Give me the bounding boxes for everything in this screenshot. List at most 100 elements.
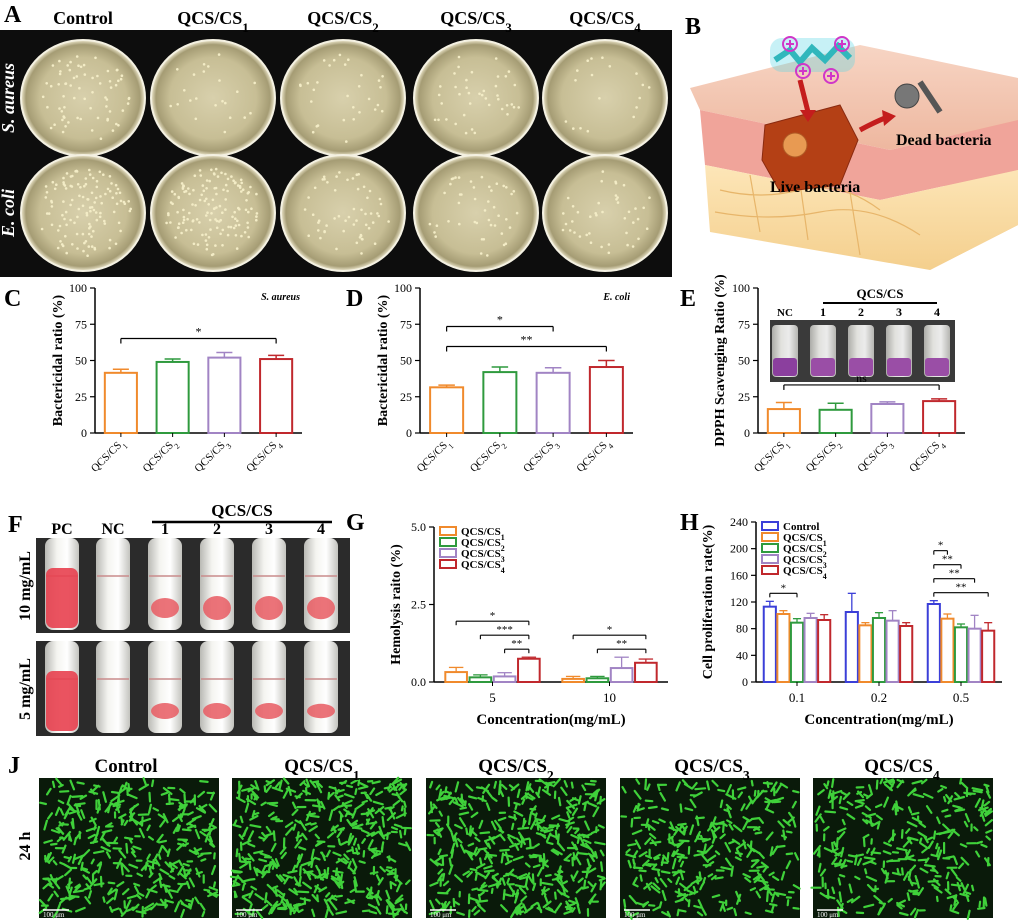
colony <box>85 211 89 215</box>
live-cells <box>426 778 606 919</box>
colony <box>205 247 209 251</box>
colony <box>512 190 516 193</box>
bar <box>803 617 818 683</box>
colony <box>360 252 363 255</box>
panel-f-tube-label: PC <box>51 521 72 538</box>
colony <box>182 208 185 212</box>
colony <box>88 168 91 172</box>
colony <box>369 212 373 215</box>
colony <box>631 245 635 248</box>
colony <box>221 228 225 232</box>
colony <box>206 211 209 214</box>
colony <box>185 228 188 232</box>
colony <box>173 192 177 196</box>
colony <box>224 101 227 105</box>
colony <box>221 99 224 103</box>
colony <box>232 226 236 230</box>
panel-letter: G <box>346 510 365 536</box>
colony <box>623 217 627 220</box>
bar <box>817 619 832 683</box>
colony <box>494 84 498 88</box>
test-tube <box>304 641 338 733</box>
tube-blood <box>46 671 78 731</box>
colony <box>200 193 203 197</box>
colony <box>367 226 371 230</box>
colony <box>246 226 250 229</box>
inset-tube-solution <box>811 358 835 376</box>
y-tick-label: 25 <box>400 390 412 404</box>
y-tick-label: 25 <box>738 390 750 404</box>
significance-marks: ******** <box>769 540 989 598</box>
colony <box>182 215 186 219</box>
colony <box>85 213 89 217</box>
colony <box>69 218 72 222</box>
colony <box>435 224 439 227</box>
x-tick-label: QCS/CS1 <box>415 437 456 478</box>
colony <box>79 117 82 121</box>
panel-j-letter: J <box>8 753 20 779</box>
cell-marks <box>229 776 412 919</box>
colony <box>307 234 311 237</box>
colony <box>210 212 213 215</box>
colony <box>479 252 483 255</box>
panel-f-photo-top <box>36 538 350 633</box>
colony <box>115 202 119 206</box>
colony <box>94 211 98 214</box>
colony <box>208 218 212 222</box>
colony <box>192 73 196 76</box>
colony <box>232 179 235 182</box>
colony <box>367 97 371 101</box>
test-tube-grid <box>45 538 338 733</box>
colony <box>76 183 80 186</box>
colony <box>88 173 92 176</box>
colony <box>84 177 88 180</box>
inset-tube-label: 3 <box>896 305 902 319</box>
colony <box>249 185 252 189</box>
colony <box>78 86 81 90</box>
colony <box>56 246 60 250</box>
colony <box>61 244 65 248</box>
colony <box>317 219 321 222</box>
colony <box>500 232 504 235</box>
petri-dish <box>20 39 146 157</box>
tube-sediment <box>203 703 231 719</box>
colony <box>241 188 245 191</box>
colony <box>433 118 437 122</box>
colony <box>594 212 597 215</box>
bar <box>585 677 610 684</box>
colony <box>199 174 203 177</box>
test-tube <box>200 641 234 733</box>
colony <box>356 187 360 191</box>
colony <box>487 200 490 203</box>
colony <box>213 187 216 190</box>
x-tick-label: QCS/CS2 <box>804 437 845 478</box>
colony <box>210 253 214 257</box>
legend-label: QCS/CS1 <box>461 526 505 542</box>
colony <box>615 198 618 201</box>
colony <box>352 118 356 121</box>
colony <box>111 129 115 132</box>
colony <box>180 182 184 185</box>
colony <box>574 79 577 82</box>
colony <box>88 222 91 226</box>
colony <box>45 191 49 194</box>
colony <box>59 70 62 73</box>
colony <box>221 244 224 247</box>
significance-label: * <box>490 610 496 622</box>
colony <box>65 251 68 255</box>
live-cells <box>810 777 993 920</box>
arrow-down-icon <box>797 79 811 113</box>
colony <box>72 76 76 80</box>
colony <box>126 102 130 105</box>
colonies <box>40 168 132 257</box>
colony <box>109 86 113 89</box>
colony <box>201 233 204 237</box>
bar <box>609 667 634 683</box>
colony <box>75 232 79 236</box>
chart-h: H 0 40 80 120 160 200 240 Cell proliferation rat… <box>680 510 1002 728</box>
colony <box>226 233 230 237</box>
colony <box>205 179 209 182</box>
colony <box>99 211 102 215</box>
x-tick-label: QCS/CS1 <box>752 437 793 478</box>
colony <box>566 196 570 200</box>
